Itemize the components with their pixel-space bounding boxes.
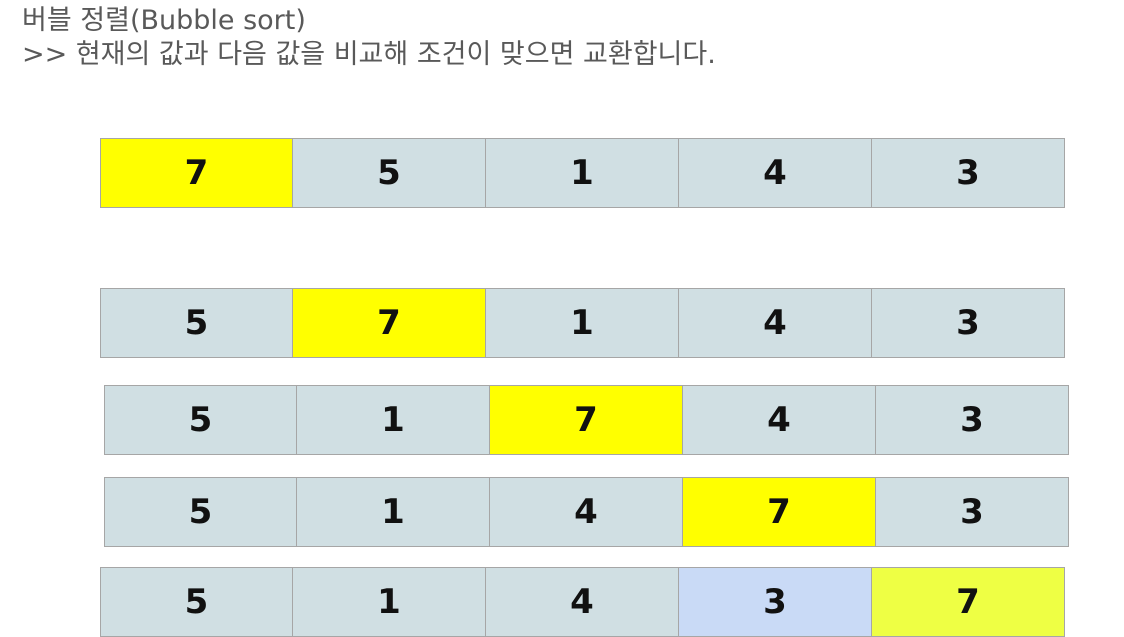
array-cell: 5: [104, 477, 297, 547]
array-cell: 3: [876, 477, 1069, 547]
array-cell: 3: [679, 567, 872, 637]
array-cell: 4: [679, 288, 872, 358]
array-cell: 5: [104, 385, 297, 455]
array-cell: 4: [679, 138, 872, 208]
array-cell: 4: [490, 477, 683, 547]
array-cell: 5: [293, 138, 486, 208]
array-cell: 7: [100, 138, 293, 208]
array-cell: 7: [872, 567, 1065, 637]
array-cell: 1: [486, 288, 679, 358]
sort-step-row: 5 7 1 4 3: [100, 288, 1065, 358]
array-cell: 4: [683, 385, 876, 455]
array-cell: 3: [876, 385, 1069, 455]
array-cell: 7: [490, 385, 683, 455]
array-cell: 5: [100, 288, 293, 358]
array-cell: 1: [297, 477, 490, 547]
array-cell: 4: [486, 567, 679, 637]
page-subtitle: >> 현재의 값과 다음 값을 비교해 조건이 맞으면 교환합니다.: [22, 39, 716, 70]
sort-step-row: 7 5 1 4 3: [100, 138, 1065, 208]
array-cell: 5: [100, 567, 293, 637]
array-cell: 3: [872, 288, 1065, 358]
array-cell: 1: [297, 385, 490, 455]
sort-step-row: 5 1 4 7 3: [104, 477, 1069, 547]
array-cell: 3: [872, 138, 1065, 208]
sort-step-row: 5 1 4 3 7: [100, 567, 1065, 637]
array-cell: 7: [683, 477, 876, 547]
array-cell: 1: [486, 138, 679, 208]
array-cell: 7: [293, 288, 486, 358]
sort-step-row: 5 1 7 4 3: [104, 385, 1069, 455]
array-cell: 1: [293, 567, 486, 637]
page-title: 버블 정렬(Bubble sort): [22, 5, 306, 36]
